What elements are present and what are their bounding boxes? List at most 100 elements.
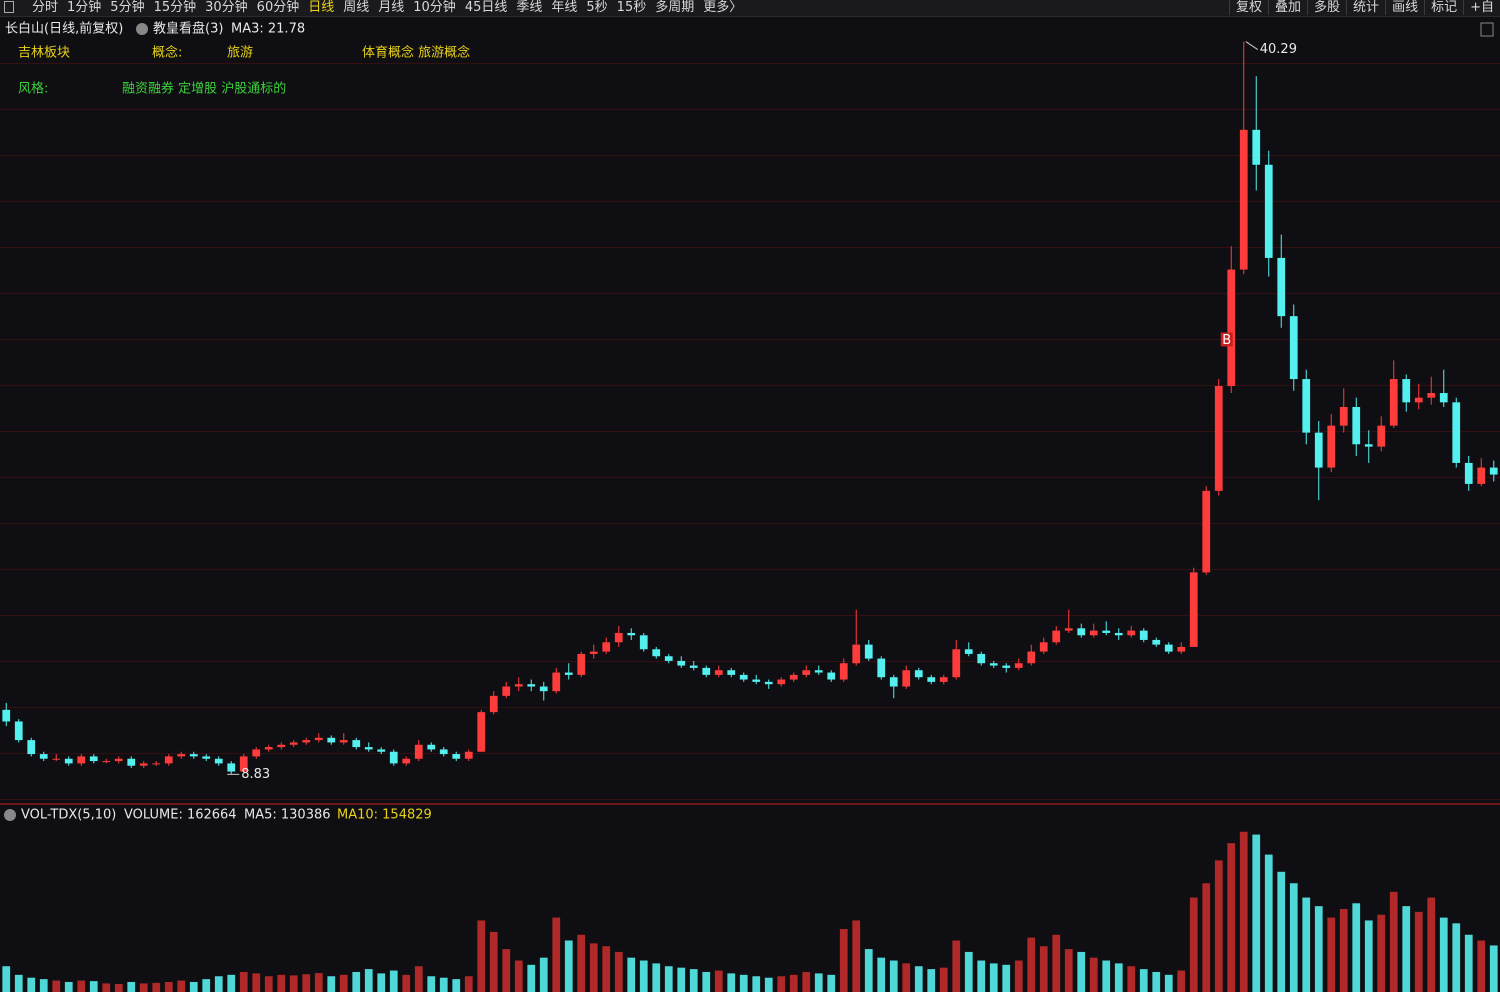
period-tab[interactable]: 15秒 — [616, 0, 647, 15]
candle-body — [789, 674, 798, 680]
tool-button[interactable]: 标记 — [1424, 0, 1463, 15]
candle-body — [739, 674, 748, 680]
volume-bar — [327, 976, 336, 992]
volume-bar — [1014, 960, 1023, 992]
concept-main: 旅游 — [227, 46, 253, 61]
volume-bar — [627, 957, 636, 992]
candle-body — [127, 758, 136, 766]
period-tab[interactable]: 5分钟 — [110, 0, 145, 15]
candle-body — [1177, 646, 1186, 652]
tool-button[interactable]: 画线 — [1385, 0, 1424, 15]
period-tab[interactable]: 10分钟 — [413, 0, 456, 15]
period-tab[interactable]: 更多〉 — [703, 0, 743, 15]
volume-bar — [239, 971, 248, 992]
volume-bar — [952, 940, 961, 992]
tool-button[interactable]: 统计 — [1346, 0, 1385, 15]
candle-body — [264, 747, 273, 750]
signal-marker — [1220, 332, 1233, 347]
candle-body — [2, 709, 11, 722]
volume-bar — [414, 966, 423, 992]
candle-body — [1052, 630, 1061, 643]
tool-button[interactable]: 复权 — [1229, 0, 1268, 15]
volume-bar — [652, 963, 661, 992]
candle-body — [564, 672, 573, 675]
candle-body — [389, 751, 398, 764]
period-tab[interactable]: 1分钟 — [67, 0, 102, 15]
candle-body — [1027, 651, 1036, 664]
volume-bar — [1077, 951, 1086, 992]
candle-body — [1339, 407, 1348, 426]
candle-body — [664, 656, 673, 661]
candle-body — [1127, 630, 1136, 636]
volume-bar — [777, 976, 786, 992]
volume-bar — [902, 963, 911, 992]
candle-body — [989, 663, 998, 666]
period-tab[interactable]: 60分钟 — [256, 0, 300, 15]
candle-body — [477, 712, 486, 752]
candle-body — [1389, 379, 1398, 426]
candle-body — [1239, 129, 1248, 270]
candle-body — [377, 749, 386, 752]
tool-button[interactable]: 多股 — [1307, 0, 1346, 15]
volume-bar — [477, 920, 486, 992]
signal-text: B — [1222, 333, 1231, 348]
period-tab[interactable]: 周线 — [343, 0, 370, 15]
volume-bar — [752, 976, 761, 992]
tool-button[interactable]: +自 — [1463, 0, 1500, 15]
candle-body — [902, 670, 911, 687]
volume-bar — [1439, 917, 1448, 992]
volume-bar — [1414, 911, 1423, 992]
volume-bar — [1089, 957, 1098, 992]
volume-title: VOL-TDX(5,10) — [21, 808, 116, 823]
panel-toggle[interactable] — [1480, 22, 1494, 37]
volume-bar — [114, 983, 123, 992]
candle-body — [1039, 642, 1048, 652]
candle-body — [152, 763, 161, 765]
volume-bar — [314, 973, 323, 992]
period-tab[interactable]: 年线 — [551, 0, 578, 15]
candle-body — [1439, 393, 1448, 403]
candle-body — [977, 653, 986, 664]
candle-body — [277, 744, 286, 748]
period-tab[interactable]: 月线 — [378, 0, 405, 15]
volume-bar — [689, 969, 698, 992]
period-tab[interactable]: 15分钟 — [153, 0, 197, 15]
volume-bar — [527, 964, 536, 992]
volume-bar — [977, 960, 986, 992]
candle-body — [764, 681, 773, 685]
candle-body — [339, 740, 348, 743]
volume-bar — [1489, 945, 1498, 992]
period-tab[interactable]: 45日线 — [464, 0, 508, 15]
candle-body — [414, 744, 423, 759]
volume-bar — [1327, 917, 1336, 992]
period-tab[interactable]: 日线 — [308, 0, 335, 15]
period-tab[interactable]: 多周期 — [655, 0, 695, 15]
candle-body — [839, 663, 848, 680]
volume-bar — [264, 976, 273, 992]
period-tab[interactable]: 分时 — [32, 0, 59, 15]
tool-button[interactable]: 叠加 — [1268, 0, 1307, 15]
volume-bar — [664, 966, 673, 992]
volume-bar — [602, 946, 611, 992]
board: 吉林板块 — [18, 46, 70, 61]
candle-body — [864, 644, 873, 659]
candle-body — [1314, 432, 1323, 468]
candle-body — [877, 658, 886, 678]
ma10-label: MA10: 154829 — [337, 808, 432, 823]
candle-body — [39, 754, 48, 759]
period-tab[interactable]: 30分钟 — [205, 0, 248, 15]
volume-bar — [864, 949, 873, 992]
period-tab[interactable]: 5秒 — [586, 0, 608, 15]
candle-body — [1302, 379, 1311, 433]
volume-bar — [52, 980, 61, 992]
tool-buttons: 复权 叠加 多股 统计 画线 标记 +自 — [1229, 0, 1500, 15]
candle-body — [489, 695, 498, 713]
period-tab[interactable]: 季线 — [516, 0, 543, 15]
indicator-name: 教皇看盘(3) — [153, 21, 223, 37]
volume-bar — [827, 974, 836, 992]
volume-bar — [577, 934, 586, 992]
candle-body — [1277, 257, 1286, 317]
volume-bar — [1402, 906, 1411, 992]
candle-body — [89, 756, 98, 762]
